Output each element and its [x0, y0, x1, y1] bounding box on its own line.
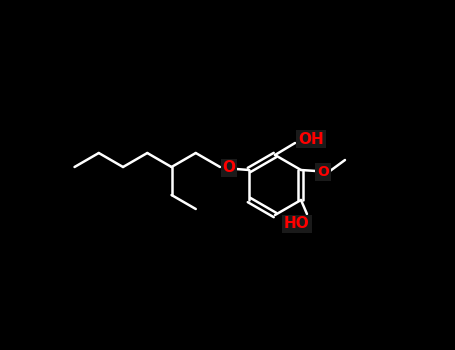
Text: OH: OH	[298, 132, 324, 147]
Text: O: O	[317, 165, 329, 179]
Text: HO: HO	[284, 217, 310, 231]
Text: O: O	[222, 161, 236, 175]
